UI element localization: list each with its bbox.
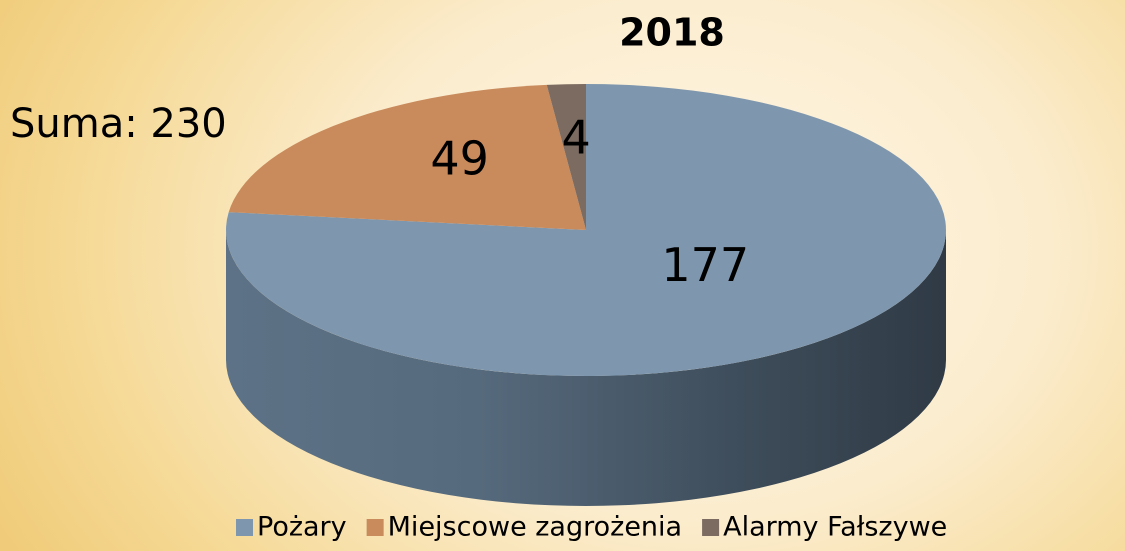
legend-swatch: [702, 519, 720, 536]
chart-title: 2018: [619, 11, 725, 55]
slice-side: [226, 230, 946, 506]
legend-swatch: [236, 519, 253, 536]
legend-label: Miejscowe zagrożenia: [388, 512, 682, 543]
slice: [226, 84, 947, 376]
legend-swatch: [366, 519, 384, 536]
data-label: 177: [661, 238, 749, 292]
legend-label: Alarmy Fałszywe: [723, 512, 947, 543]
annotation: Suma: 230: [10, 101, 227, 147]
legend: Pożary Miejscowe zagrożenia Alarmy Fałszyw…: [236, 512, 947, 543]
data-label: 4: [562, 111, 591, 165]
data-label: 49: [430, 132, 489, 186]
slice: [228, 84, 586, 231]
pie: 177 49 4: [226, 84, 947, 506]
slice: [546, 84, 586, 230]
legend-label: Pożary: [257, 512, 347, 543]
